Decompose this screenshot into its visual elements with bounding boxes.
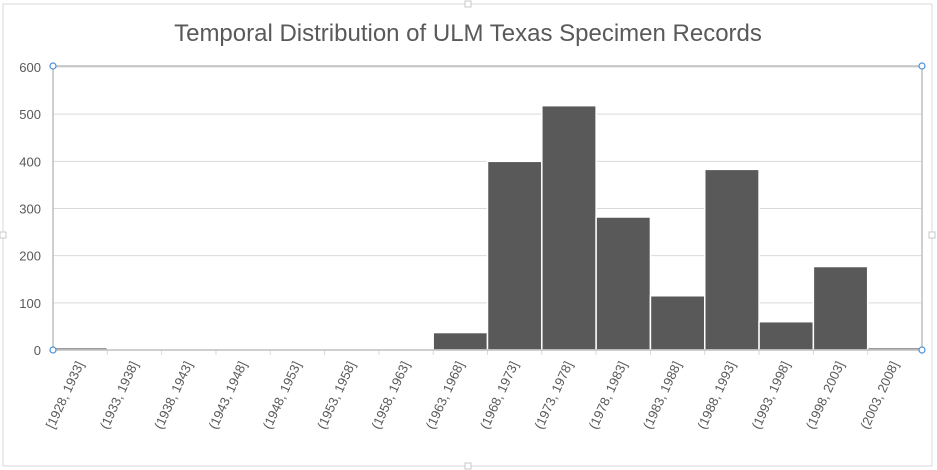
y-tick-label: 200 [19,249,41,264]
bar [486,160,543,351]
plot-area-outline [52,65,923,351]
y-tick-label: 400 [19,154,41,169]
y-tick-label: 600 [19,60,41,75]
y-tick-label: 500 [19,107,41,122]
chart-resize-handle[interactable] [464,0,472,8]
bar [649,295,706,351]
bar [595,216,652,351]
bar [758,320,815,351]
bar [541,104,597,351]
chart-resize-handle[interactable] [0,231,7,239]
chart-resize-handle[interactable] [464,462,472,470]
resize-handle[interactable] [49,346,57,354]
y-tick-label: 0 [34,343,41,358]
resize-handle[interactable] [918,62,926,70]
chart-area-border [2,3,933,467]
resize-handle[interactable] [918,346,926,354]
y-tick-label: 100 [19,296,41,311]
bar [432,331,489,351]
bar [812,265,869,351]
y-axis: 0 100 200 300 400 500 600 [19,60,41,358]
chart-title: Temporal Distribution of ULM Texas Speci… [174,20,762,47]
y-tick-label: 300 [19,202,41,217]
resize-handle[interactable] [49,62,57,70]
chart-resize-handle[interactable] [928,231,936,239]
bar [704,168,760,351]
